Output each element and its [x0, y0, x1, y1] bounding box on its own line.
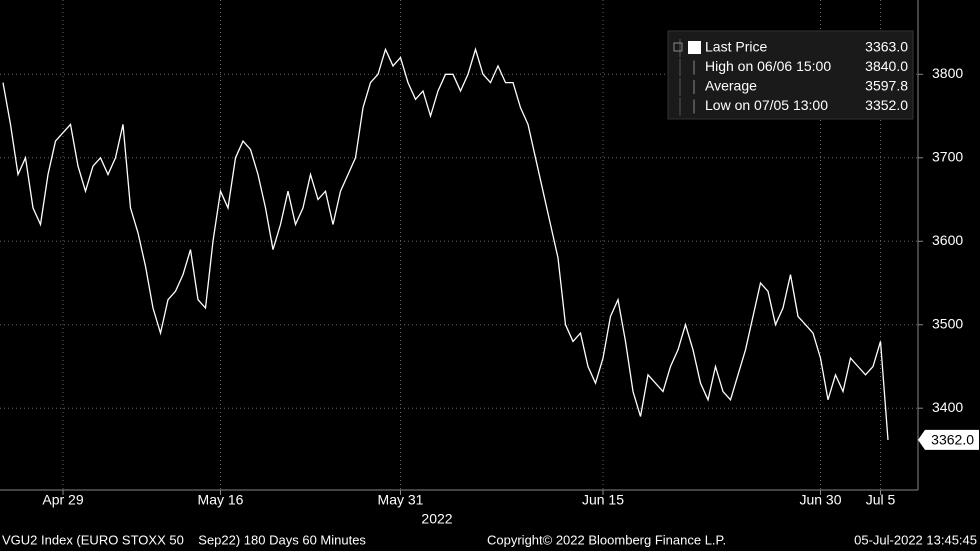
legend-name: Low on 07/05 13:00 — [705, 97, 828, 113]
legend-box — [667, 30, 914, 120]
y-tick-label: 3600 — [932, 232, 963, 248]
legend-value: 3840.0 — [865, 58, 908, 74]
y-tick-label: 3400 — [932, 399, 963, 415]
x-tick-label: Jun 30 — [799, 492, 841, 508]
x-tick-label: Jun 15 — [582, 492, 624, 508]
y-tick-label: 3800 — [932, 65, 963, 81]
last-value-box — [918, 429, 979, 450]
footer-right: 05-Jul-2022 13:45:45 — [854, 532, 977, 547]
footer-center: Copyright© 2022 Bloomberg Finance L.P. — [487, 532, 726, 547]
legend-value: 3363.0 — [865, 39, 908, 55]
legend-swatch — [688, 41, 701, 54]
legend-name: Last Price — [705, 39, 767, 55]
price-line — [2, 47, 889, 440]
last-value-label: 3362.0 — [931, 432, 974, 448]
legend-name: High on 06/06 15:00 — [705, 58, 831, 74]
year-label: 2022 — [421, 511, 452, 527]
x-tick-label: Apr 29 — [42, 492, 83, 508]
legend-name: Average — [705, 78, 757, 94]
legend-value: 3352.0 — [865, 97, 908, 113]
x-tick-label: May 16 — [198, 492, 244, 508]
y-tick-label: 3500 — [932, 315, 963, 331]
y-tick-label: 3700 — [932, 148, 963, 164]
legend-value: 3597.8 — [865, 78, 908, 94]
legend-collapse — [673, 42, 683, 52]
legend: Last Price 3363.0 High on 06/06 15:00 3840.… — [667, 30, 914, 120]
x-tick-label: May 31 — [378, 492, 424, 508]
footer-left: VGU2 Index (EURO STOXX 50 Sep22) 180 Day… — [2, 532, 366, 547]
x-tick-label: Jul 5 — [866, 492, 896, 508]
